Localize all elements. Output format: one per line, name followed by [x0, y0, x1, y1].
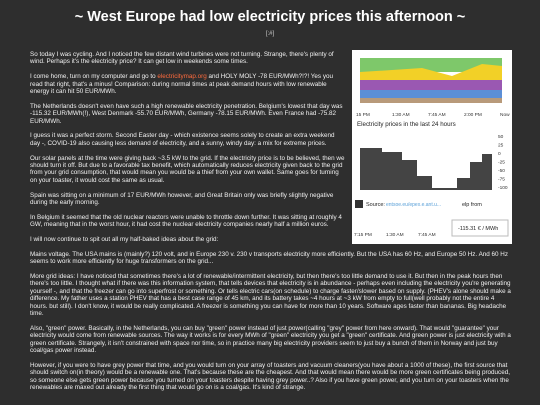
- axis-label: 1:30 AM: [392, 112, 410, 118]
- figure-image: 15 PM 1:30 AM 7:45 AM 2:00 PM Now Electricit…: [352, 50, 512, 238]
- axis-label: 50: [498, 134, 504, 140]
- paragraph: Spain was sitting on a minimum of 17 EUR…: [30, 191, 334, 207]
- paragraph: However, if you were to have grey power …: [30, 361, 510, 392]
- paragraph: Our solar panels at the time were giving…: [30, 154, 345, 184]
- tooltip: -115.31 € / MWh: [458, 226, 498, 232]
- axis-label: 7:45 AM: [418, 232, 436, 238]
- paragraph: Mains voltage. The USA mains is (mainly?…: [30, 250, 508, 266]
- paragraph: In Belgium it seemed that the old nuclea…: [30, 213, 342, 229]
- article: 15 PM 1:30 AM 7:45 AM 2:00 PM Now Electricit…: [30, 50, 512, 399]
- tooltip-box: [451, 219, 509, 237]
- paragraph: I will now continue to spit out all my h…: [30, 236, 219, 244]
- source-link: entsoe.eu/epex.e.ant.u...: [386, 202, 441, 208]
- axis-label: 25: [498, 143, 504, 149]
- paragraph: So today I was cycling. And I noticed th…: [30, 51, 334, 66]
- area-solar: [360, 64, 502, 80]
- figure: 15 PM 1:30 AM 7:45 AM 2:00 PM Now Electricit…: [352, 50, 512, 244]
- axis-label: -100: [498, 185, 508, 191]
- text: I come home, turn on my computer and go …: [30, 73, 158, 81]
- axis-label: 2:00 PM: [464, 112, 482, 118]
- axis-label: -75: [498, 177, 505, 183]
- paragraph: The Netherlands doesn't even have such a…: [30, 102, 343, 125]
- axis-label: 7:45 AM: [428, 112, 446, 118]
- price-axis: 50 25 0 -25 -50 -75 -100: [498, 134, 508, 191]
- axis-label: 0: [498, 151, 501, 157]
- paragraph: I come home, turn on my computer and go …: [30, 73, 512, 95]
- area-hydro: [360, 90, 502, 98]
- axis-label: 7:15 PM: [354, 232, 372, 238]
- source-tail: elp from: [462, 202, 482, 208]
- paragraphs: So today I was cycling. And I noticed th…: [30, 51, 512, 392]
- price-title: Electricity prices in the last 24 hours: [357, 121, 456, 128]
- axis-label: Now: [500, 112, 510, 118]
- paragraph: More grid ideas: I have noticed that som…: [30, 273, 511, 318]
- source-label: Source:: [366, 202, 385, 208]
- price-area: [360, 148, 492, 190]
- area-nuclear: [360, 80, 502, 90]
- axis-label: 15 PM: [356, 112, 370, 118]
- area-gas: [360, 98, 502, 103]
- bottom-axis: 7:15 PM 1:30 AM 7:45 AM: [354, 232, 436, 238]
- axis-label: -25: [498, 160, 505, 166]
- text: and HOLY MOLY -78 EUR/MWh?!?! Yes you re…: [30, 73, 333, 96]
- link[interactable]: electricitymap.org: [157, 73, 207, 81]
- axis-label: -50: [498, 168, 505, 174]
- area-wind: [360, 58, 502, 72]
- subtitle: [:#]: [265, 31, 275, 37]
- source-icon: [355, 200, 363, 208]
- axis-label: 1:30 AM: [386, 232, 404, 238]
- top-axis: 15 PM 1:30 AM 7:45 AM 2:00 PM Now: [356, 112, 510, 118]
- paragraph: I guess it was a perfect storm. Second E…: [30, 132, 335, 147]
- paragraph: Also, "green" power. Basically, in the N…: [30, 324, 511, 355]
- title: ~ West Europe had low electricity prices…: [74, 9, 466, 25]
